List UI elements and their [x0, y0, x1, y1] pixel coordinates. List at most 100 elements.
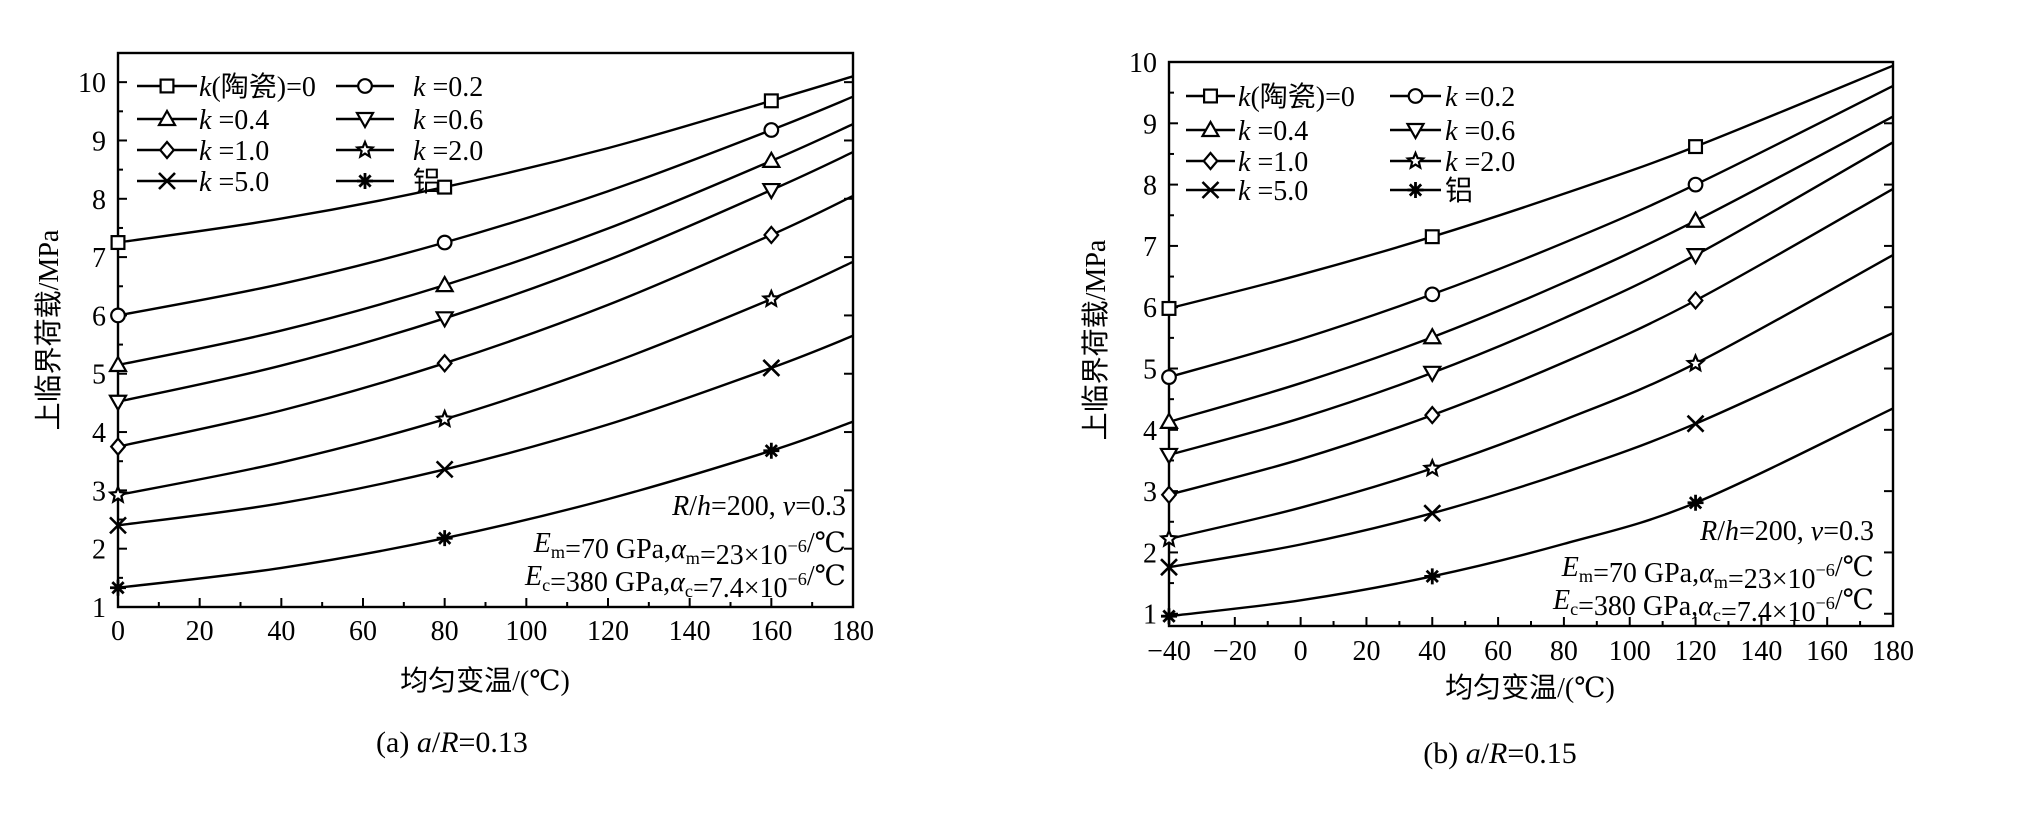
- text-segment: =7.4×10: [693, 573, 788, 604]
- y-tick-label: 3: [92, 476, 106, 507]
- x-tick-label: 0: [1294, 636, 1308, 667]
- text-segment: R: [671, 491, 689, 522]
- legend-label: k =0.2: [1445, 82, 1515, 113]
- x-tick-label: 100: [1609, 636, 1651, 667]
- y-tick-label: 9: [92, 126, 106, 157]
- text-segment: c: [685, 581, 693, 601]
- series-line: [1168, 64, 1894, 310]
- circle-marker: [1424, 286, 1441, 303]
- triangle-up-marker: [1685, 210, 1706, 228]
- text-segment: =0.15: [1507, 737, 1576, 770]
- legend-item: k =0.2: [336, 72, 483, 103]
- diamond-marker: [1424, 405, 1441, 425]
- text-segment: =23×10: [1728, 564, 1816, 595]
- legend-label: k(陶瓷)=0: [199, 71, 316, 103]
- series-asterisk: [110, 420, 854, 596]
- text-segment: m: [551, 542, 565, 562]
- text-segment: h: [1725, 516, 1739, 547]
- x-tick-label: 120: [587, 616, 629, 647]
- legend-rest: =0.6: [425, 105, 483, 136]
- text-segment: R: [1488, 737, 1507, 770]
- y-tick-label: 10: [1129, 48, 1157, 79]
- text-segment: =0.3: [795, 491, 846, 522]
- text-segment: α: [1699, 558, 1715, 589]
- x-axis-title: 均匀变温/(℃): [400, 665, 570, 697]
- legend-k: k: [1445, 82, 1458, 113]
- text-segment: E: [533, 528, 551, 559]
- legend-rest: =0.6: [1457, 116, 1515, 147]
- legend-rest: =2.0: [1457, 147, 1515, 178]
- triangle-up-marker: [761, 150, 782, 168]
- y-tick-label: 4: [1143, 416, 1157, 447]
- parameter-annotation: R/h=200, ν=0.3: [671, 491, 846, 522]
- x-tick-label: 100: [505, 616, 547, 647]
- chart-b: 上临界荷载/MPa 均匀变温/(℃) −40 −20 0 20 40 60 80 100 120…: [1080, 48, 1914, 704]
- legend-item: k(陶瓷)=0: [1186, 81, 1355, 113]
- text-segment: /℃: [1835, 585, 1874, 616]
- y-tick-label: 1: [92, 593, 106, 624]
- text-segment: a: [1466, 737, 1481, 770]
- x-tick-label: 140: [1740, 636, 1782, 667]
- text-segment: =7.4×10: [1721, 597, 1816, 628]
- diamond-marker: [158, 140, 176, 160]
- y-tick-label: 8: [1143, 171, 1157, 202]
- y-tick-label: 8: [92, 185, 106, 216]
- y-tick-label: 6: [92, 301, 106, 332]
- text-segment: R: [1699, 516, 1717, 547]
- text-segment: =70 GPa,: [565, 534, 671, 565]
- legend-k: k: [199, 136, 212, 167]
- triangle-down-marker: [1685, 248, 1706, 266]
- triangle-down-marker: [1422, 365, 1443, 384]
- text-segment: −6: [1816, 593, 1835, 613]
- legend-rest: =2.0: [425, 136, 483, 167]
- series-triangle-up: [108, 123, 854, 373]
- series-line: [1168, 115, 1894, 424]
- text-segment: m: [1579, 566, 1593, 586]
- text-segment: −6: [788, 536, 807, 556]
- series-diamond: [109, 194, 854, 457]
- star-marker: [1158, 528, 1180, 548]
- legend-item: 铝: [336, 166, 441, 198]
- series-star: [1158, 254, 1894, 548]
- triangle-up-marker: [1422, 327, 1443, 345]
- legend-item: k =2.0: [336, 136, 483, 167]
- series-line: [117, 194, 854, 448]
- legend-rest: (陶瓷)=0: [1250, 81, 1354, 113]
- legend-rest: =1.0: [1250, 147, 1308, 178]
- legend-label: k =0.6: [413, 105, 483, 136]
- diamond-marker: [109, 436, 127, 457]
- legend-item: k =0.6: [1390, 116, 1515, 147]
- legend-k: k: [1238, 147, 1251, 178]
- square-marker: [1161, 300, 1177, 316]
- text-segment: m: [686, 548, 700, 568]
- triangle-down-marker: [1405, 122, 1426, 141]
- circle-marker: [436, 234, 453, 251]
- text-segment: E: [524, 561, 542, 592]
- square-marker: [159, 78, 175, 94]
- text-segment: α: [670, 567, 686, 598]
- triangle-down-marker: [1159, 447, 1179, 466]
- text-segment: /℃: [807, 528, 846, 559]
- x-marker: [762, 358, 781, 377]
- square-marker: [1202, 88, 1218, 104]
- square-marker: [1424, 229, 1440, 245]
- legend-item: k =5.0: [1186, 176, 1308, 207]
- legend-label: k(陶瓷)=0: [1238, 81, 1355, 113]
- parameter-annotation: R/h=200, ν=0.3: [1699, 516, 1874, 547]
- x-tick-label: 180: [1872, 636, 1914, 667]
- square-marker: [763, 93, 779, 109]
- x-tick-label: 160: [1806, 636, 1848, 667]
- text-segment: /: [689, 491, 697, 522]
- diamond-marker: [436, 353, 453, 373]
- text-segment: a: [417, 726, 432, 759]
- text-segment: (b): [1423, 737, 1465, 770]
- legend-label: k =2.0: [413, 136, 483, 167]
- legend-label: k =0.4: [1238, 116, 1308, 147]
- text-segment: ν: [1811, 516, 1824, 547]
- legend-rest: =0.2: [425, 72, 483, 103]
- legend-label: k =0.4: [199, 105, 269, 136]
- legend-k: k: [1445, 116, 1458, 147]
- y-tick-label: 10: [78, 68, 106, 99]
- legend-label: k =5.0: [1238, 176, 1308, 207]
- asterisk-marker: [436, 530, 453, 547]
